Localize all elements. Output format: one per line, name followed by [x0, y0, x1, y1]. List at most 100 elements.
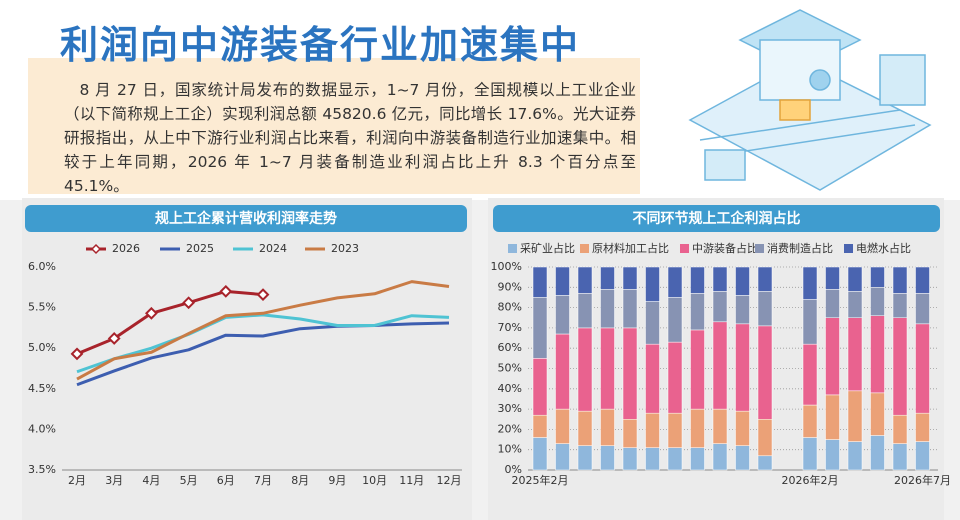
- bar-segment: [802, 404, 818, 438]
- bar-segment: [915, 293, 930, 325]
- x-tick-label: 4月: [142, 474, 160, 487]
- left-panel: [22, 198, 472, 520]
- legend-label: 消费制造占比: [767, 241, 833, 255]
- bar-segment: [622, 447, 638, 471]
- legend-label: 原材料加工占比: [592, 241, 669, 255]
- chart-title-bar: [25, 205, 467, 232]
- chart-title-bar: [493, 205, 940, 232]
- bar-segment: [825, 317, 840, 396]
- y-tick-label: 4.5%: [28, 382, 56, 395]
- x-tick-label: 5月: [180, 474, 198, 487]
- bar-segment: [712, 291, 728, 323]
- bar-segment: [757, 419, 773, 457]
- legend-label: 电燃水占比: [856, 241, 911, 255]
- bar-segment: [892, 317, 908, 416]
- bar-segment: [847, 266, 863, 292]
- bar-segment: [735, 410, 750, 446]
- x-tick-label: 2025年2月: [512, 473, 569, 487]
- bar-segment: [870, 266, 885, 288]
- y-tick-label: 0%: [505, 463, 522, 476]
- marker: [107, 332, 121, 345]
- bar-segment: [532, 437, 548, 471]
- series-line: [76, 289, 264, 356]
- bar-segment: [645, 412, 660, 448]
- bar-segment: [555, 333, 570, 410]
- marker: [182, 296, 196, 310]
- bar-segment: [555, 266, 570, 296]
- legend-swatch: [680, 244, 689, 253]
- page-title: 利润向中游装备行业加速集中: [60, 23, 581, 67]
- bar-segment: [690, 447, 705, 471]
- bar-segment: [577, 293, 593, 329]
- y-tick-label: 70%: [498, 321, 522, 334]
- y-tick-label: 20%: [498, 422, 522, 435]
- bar-segment: [847, 441, 863, 471]
- legend-swatch: [508, 244, 517, 253]
- x-tick-label: 2月: [68, 474, 86, 487]
- bar-segment: [577, 266, 593, 294]
- bar-segment: [690, 408, 705, 448]
- bar-segment: [667, 412, 683, 448]
- bar-segment: [690, 293, 705, 331]
- bar-segment: [577, 445, 593, 471]
- chart-title: 不同环节规上工企利润占比: [633, 210, 801, 227]
- series-line: [76, 280, 450, 381]
- bar-segment: [532, 297, 548, 359]
- bar-segment: [892, 266, 908, 294]
- y-tick-label: 3.5%: [28, 463, 56, 476]
- bar-segment: [577, 327, 593, 412]
- y-tick-label: 80%: [498, 301, 522, 314]
- bar-segment: [802, 343, 818, 406]
- x-tick-label: 2026年7月: [894, 473, 951, 487]
- y-tick-label: 90%: [498, 280, 522, 293]
- bar-segment: [667, 447, 683, 471]
- bar-segment: [802, 437, 818, 471]
- bar-segment: [712, 321, 728, 410]
- y-tick-label: 50%: [498, 362, 522, 375]
- x-tick-label: 3月: [105, 474, 123, 487]
- bar-segment: [735, 266, 750, 296]
- marker: [70, 347, 84, 361]
- paragraph: 8 月 27 日，国家统计局发布的数据显示，1~7 月份，全国规模以上工业企业（…: [64, 81, 636, 195]
- bar-segment: [757, 291, 773, 327]
- bar-segment: [847, 390, 863, 442]
- bar-segment: [825, 439, 840, 471]
- series-line: [76, 321, 450, 387]
- bar-segment: [532, 358, 548, 416]
- bar-segment: [915, 323, 930, 414]
- bar-segment: [825, 394, 840, 440]
- bar-segment: [690, 329, 705, 410]
- marker: [219, 284, 233, 298]
- legend-label: 2026: [112, 242, 140, 255]
- bar-segment: [600, 266, 615, 290]
- chart-title: 规上工企累计营收利润率走势: [155, 210, 337, 227]
- legend-label: 2023: [331, 242, 359, 255]
- bar-segment: [645, 447, 660, 471]
- bar-segment: [712, 443, 728, 471]
- legend-swatch: [580, 244, 589, 253]
- bar-segment: [577, 410, 593, 446]
- bar-segment: [667, 297, 683, 343]
- x-tick-label: 11月: [399, 474, 424, 487]
- bar-segment: [667, 341, 683, 414]
- legend-label: 2025: [186, 242, 214, 255]
- bar-segment: [532, 414, 548, 438]
- marker: [256, 288, 270, 302]
- bar-segment: [712, 266, 728, 292]
- bar-segment: [622, 327, 638, 420]
- bar-segment: [690, 266, 705, 294]
- bar-segment: [915, 266, 930, 294]
- bar-segment: [600, 408, 615, 446]
- bar-segment: [847, 317, 863, 392]
- y-tick-label: 5.5%: [28, 301, 56, 314]
- bar-segment: [622, 266, 638, 290]
- bar-segment: [870, 392, 885, 436]
- bar-segment: [645, 301, 660, 345]
- y-tick-label: 60%: [498, 341, 522, 354]
- y-tick-label: 6.0%: [28, 260, 56, 273]
- bar-segment: [915, 441, 930, 471]
- legend-marker: [90, 243, 102, 255]
- y-tick-label: 10%: [498, 443, 522, 456]
